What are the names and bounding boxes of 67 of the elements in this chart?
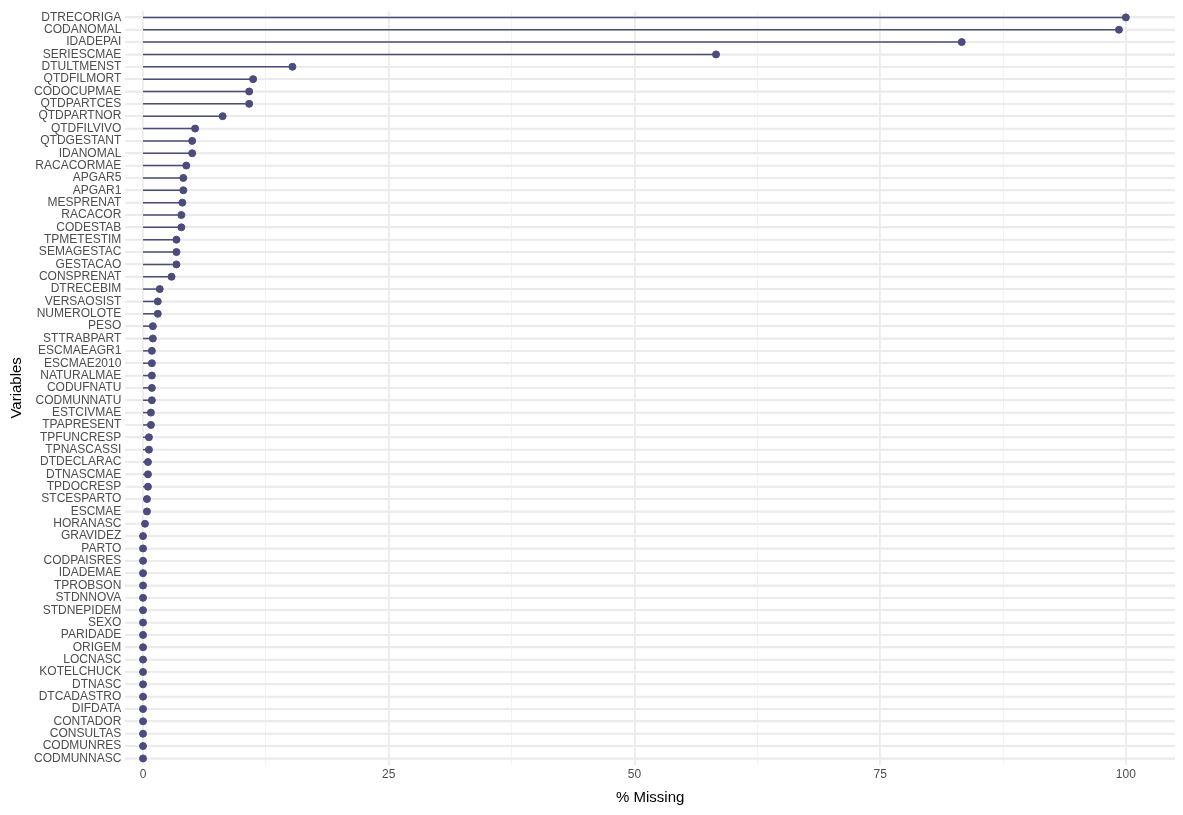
y-tick-label: RACACORMAE: [35, 157, 122, 172]
y-tick-label: CODANOMAL: [44, 22, 122, 37]
y-tick-label: ESCMAE: [70, 503, 122, 518]
y-tick-label: CODMUNRES: [42, 738, 122, 753]
y-tick-label: DIFDATA: [71, 701, 122, 716]
y-tick-label: SEMAGESTAC: [38, 244, 122, 259]
y-axis-title: Variables: [7, 357, 25, 419]
y-tick-label: ESTCIVMAE: [51, 404, 122, 419]
y-tick-label: CODUFNATU: [46, 380, 122, 395]
y-tick-label: DTCADASTRO: [38, 688, 122, 703]
y-tick-label: DTRECEBIM: [50, 281, 122, 296]
y-tick-label: TPROBSON: [54, 577, 122, 592]
y-tick-label: APGAR1: [72, 182, 122, 197]
y-tick-label: DTNASC: [72, 676, 122, 691]
y-tick-label: STCESPARTO: [41, 491, 122, 506]
y-tick-label: TPMETESTIM: [44, 232, 122, 246]
y-tick-label: ORIGEM: [72, 639, 122, 654]
y-tick-label: RACACOR: [61, 207, 122, 222]
y-tick-label: DTNASCMAE: [46, 466, 122, 481]
y-tick-label: STDNNOVA: [55, 590, 122, 605]
y-tick-label: ESCMAE2010: [43, 355, 122, 370]
y-tick-label: LOCNASC: [63, 651, 122, 666]
x-tick-label: 0: [139, 767, 147, 782]
x-tick-label: 25: [382, 767, 396, 782]
x-tick-label: 100: [1115, 767, 1137, 782]
y-tick-label: HORANASC: [53, 516, 122, 531]
y-tick-label: DTDECLARAC: [39, 454, 122, 469]
y-tick-label: QTDFILVIVO: [50, 120, 122, 135]
y-tick-label: SEXO: [87, 614, 122, 629]
y-tick-label: STDNEPIDEM: [42, 602, 122, 617]
y-tick-label: APGAR5: [72, 170, 122, 185]
y-tick-label: CODPAISRES: [43, 553, 122, 568]
y-tick-label: GRAVIDEZ: [60, 528, 122, 543]
y-tick-label: NATURALMAE: [40, 367, 122, 382]
y-tick-label: PARIDADE: [60, 627, 122, 642]
x-tick-label: 75: [873, 767, 888, 782]
y-tick-label: SERIESCMAE: [42, 46, 122, 61]
y-tick-label: IDANOMAL: [58, 145, 122, 160]
y-tick-label: PESO: [87, 318, 122, 333]
y-tick-label: GESTACAO: [55, 256, 122, 271]
y-tick-label: TPFUNCRESP: [40, 429, 122, 444]
y-tick-label: CONSPRENAT: [38, 269, 123, 284]
y-tick-label: QTDFILMORT: [43, 71, 123, 86]
y-tick-label: VERSAOSIST: [44, 293, 123, 308]
y-tick-label: ESCMAEAGR1: [37, 343, 122, 358]
y-tick-label: TPAPRESENT: [42, 417, 123, 432]
y-tick-label: DTRECORIGA: [41, 9, 122, 24]
y-tick-label: QTDGESTANT: [40, 133, 122, 148]
x-tick-label: 50: [627, 767, 642, 782]
y-tick-label: STTRABPART: [43, 330, 123, 345]
y-tick-label: IDADEMAE: [58, 565, 122, 580]
y-tick-label: TPNASCASSI: [45, 441, 122, 456]
y-tick-label: CONTADOR: [53, 713, 122, 728]
y-tick-label: DTULTMENST: [41, 59, 122, 74]
y-tick-label: PARTO: [81, 540, 122, 555]
x-axis-title: % Missing: [615, 788, 685, 806]
y-tick-label: QTDPARTNOR: [38, 108, 122, 123]
y-tick-label: TPDOCRESP: [46, 479, 122, 494]
y-tick-label: CONSULTAS: [49, 726, 122, 741]
y-tick-label: QTDPARTCES: [40, 96, 122, 111]
y-tick-label: IDADEPAI: [66, 34, 122, 49]
y-tick-label: MESPRENAT: [47, 194, 122, 209]
y-tick-label: NUMEROLOTE: [36, 306, 122, 321]
y-tick-label: KOTELCHUCK: [39, 664, 122, 679]
y-tick-label: CODMUNNATU: [35, 392, 122, 407]
y-tick-label: CODMUNNASC: [34, 750, 122, 765]
y-tick-label: CODESTAB: [56, 219, 122, 234]
